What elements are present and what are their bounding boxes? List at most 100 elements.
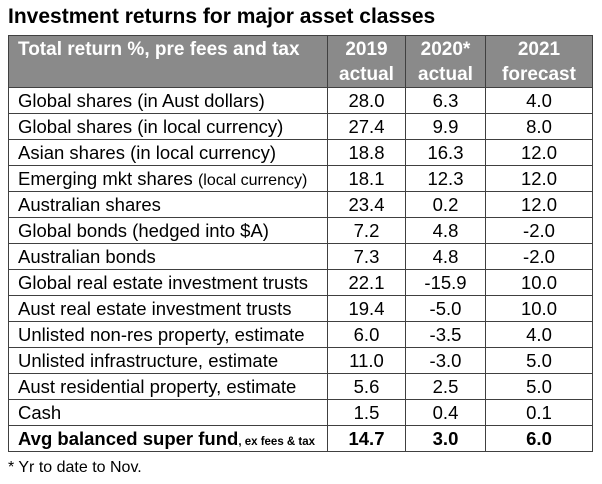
value-2020-cell: 0.2	[406, 192, 486, 218]
row-label: Unlisted infrastructure, estimate	[18, 350, 279, 371]
row-label-note: (local currency)	[197, 172, 308, 189]
column-status: actual	[339, 64, 394, 85]
row-label: Unlisted non-res property, estimate	[18, 324, 305, 345]
table-row: Global shares (in local currency) 27.4 9.9…	[9, 114, 593, 140]
table-row: Global shares (in Aust dollars) 28.0 6.3 4.…	[9, 88, 593, 114]
row-label: Australian shares	[18, 194, 161, 215]
row-label: Global real estate investment trusts	[18, 272, 308, 293]
value-2019-cell: 22.1	[328, 270, 406, 296]
value-2021-cell: 8.0	[486, 114, 593, 140]
row-label: Asian shares (in local currency)	[18, 142, 277, 163]
table-row: Aust residential property, estimate 5.6 2.…	[9, 374, 593, 400]
value-2021-cell: 10.0	[486, 296, 593, 322]
value-2020-cell: -3.0	[406, 348, 486, 374]
row-label: Aust residential property, estimate	[18, 376, 297, 397]
value-2020-cell: -15.9	[406, 270, 486, 296]
value-2021-cell: 4.0	[486, 88, 593, 114]
value-2019-cell: 14.7	[328, 426, 406, 452]
value-2021-cell: -2.0	[486, 218, 593, 244]
summary-row: Avg balanced super fund, ex fees & tax 14…	[9, 426, 593, 452]
value-2021-cell: -2.0	[486, 244, 593, 270]
table-row: Asian shares (in local currency) 18.8 16.3…	[9, 140, 593, 166]
row-label-cell: Asian shares (in local currency)	[9, 140, 328, 166]
table-row: Aust real estate investment trusts 19.4 -5…	[9, 296, 593, 322]
row-label: Global shares (in Aust dollars)	[18, 90, 265, 111]
value-2021-cell: 4.0	[486, 322, 593, 348]
value-2020-cell: 6.3	[406, 88, 486, 114]
value-2019-cell: 6.0	[328, 322, 406, 348]
table-row: Unlisted infrastructure, estimate 11.0 -3.…	[9, 348, 593, 374]
value-2019-cell: 1.5	[328, 400, 406, 426]
row-label-cell: Global shares (in Aust dollars)	[9, 88, 328, 114]
footnote: * Yr to date to Nov.	[8, 459, 142, 476]
row-label-cell: Global shares (in local currency)	[9, 114, 328, 140]
value-2020-cell: 2.5	[406, 374, 486, 400]
row-label-cell: Global real estate investment trusts	[9, 270, 328, 296]
value-2020-cell: 16.3	[406, 140, 486, 166]
table-row: Global real estate investment trusts 22.1…	[9, 270, 593, 296]
value-2021-cell: 5.0	[486, 348, 593, 374]
value-2020-cell: 4.8	[406, 244, 486, 270]
row-label-cell: Global bonds (hedged into $A)	[9, 218, 328, 244]
row-label-cell: Unlisted non-res property, estimate	[9, 322, 328, 348]
column-header-2020: 2020* actual	[406, 36, 486, 88]
value-2019-cell: 19.4	[328, 296, 406, 322]
column-status: actual	[418, 64, 473, 85]
row-label-cell: Aust real estate investment trusts	[9, 296, 328, 322]
header-label-cell: Total return %, pre fees and tax	[9, 36, 328, 88]
row-label-cell: Aust residential property, estimate	[9, 374, 328, 400]
value-2020-cell: 3.0	[406, 426, 486, 452]
row-label: Global shares (in local currency)	[18, 116, 284, 137]
value-2020-cell: -5.0	[406, 296, 486, 322]
row-label-cell: Cash	[9, 400, 328, 426]
value-2019-cell: 7.2	[328, 218, 406, 244]
column-header-2019: 2019 actual	[328, 36, 406, 88]
value-2019-cell: 23.4	[328, 192, 406, 218]
table-body: Global shares (in Aust dollars) 28.0 6.3 4.…	[9, 88, 593, 452]
value-2019-cell: 27.4	[328, 114, 406, 140]
table-row: Australian bonds 7.3 4.8 -2.0	[9, 244, 593, 270]
column-status: forecast	[502, 64, 576, 85]
row-label-cell: Australian shares	[9, 192, 328, 218]
value-2019-cell: 18.1	[328, 166, 406, 192]
returns-table: Total return %, pre fees and tax 2019 ac…	[8, 35, 593, 452]
table-row: Unlisted non-res property, estimate 6.0 -3…	[9, 322, 593, 348]
chart-title: Investment returns for major asset class…	[8, 5, 436, 28]
value-2020-cell: 4.8	[406, 218, 486, 244]
table-row: Emerging mkt shares (local currency) 18.1…	[9, 166, 593, 192]
row-label: Emerging mkt shares	[18, 168, 193, 189]
value-2021-cell: 12.0	[486, 166, 593, 192]
table-row: Australian shares 23.4 0.2 12.0	[9, 192, 593, 218]
value-2019-cell: 28.0	[328, 88, 406, 114]
row-label-cell: Australian bonds	[9, 244, 328, 270]
value-2021-cell: 5.0	[486, 374, 593, 400]
header-label: Total return %, pre fees and tax	[18, 39, 300, 60]
column-year: 2020*	[420, 39, 471, 60]
value-2019-cell: 5.6	[328, 374, 406, 400]
row-label-cell: Avg balanced super fund, ex fees & tax	[9, 426, 328, 452]
value-2019-cell: 18.8	[328, 140, 406, 166]
column-year: 2021	[517, 39, 561, 60]
value-2020-cell: 9.9	[406, 114, 486, 140]
row-label: Cash	[18, 402, 62, 423]
row-label: Avg balanced super fund	[18, 428, 239, 449]
column-header-2021: 2021 forecast	[486, 36, 593, 88]
row-label-cell: Emerging mkt shares (local currency)	[9, 166, 328, 192]
row-label-cell: Unlisted infrastructure, estimate	[9, 348, 328, 374]
row-label: Aust real estate investment trusts	[18, 298, 292, 319]
table-row: Global bonds (hedged into $A) 7.2 4.8 -2.0	[9, 218, 593, 244]
row-label: Australian bonds	[18, 246, 156, 267]
value-2021-cell: 0.1	[486, 400, 593, 426]
value-2021-cell: 12.0	[486, 140, 593, 166]
table-header-row: Total return %, pre fees and tax 2019 ac…	[9, 36, 593, 88]
value-2019-cell: 11.0	[328, 348, 406, 374]
row-label: Global bonds (hedged into $A)	[18, 220, 269, 241]
column-year: 2019	[345, 39, 388, 60]
value-2021-cell: 6.0	[486, 426, 593, 452]
value-2020-cell: 12.3	[406, 166, 486, 192]
value-2021-cell: 10.0	[486, 270, 593, 296]
row-label-note: , ex fees & tax	[238, 436, 316, 448]
value-2021-cell: 12.0	[486, 192, 593, 218]
value-2019-cell: 7.3	[328, 244, 406, 270]
value-2020-cell: -3.5	[406, 322, 486, 348]
